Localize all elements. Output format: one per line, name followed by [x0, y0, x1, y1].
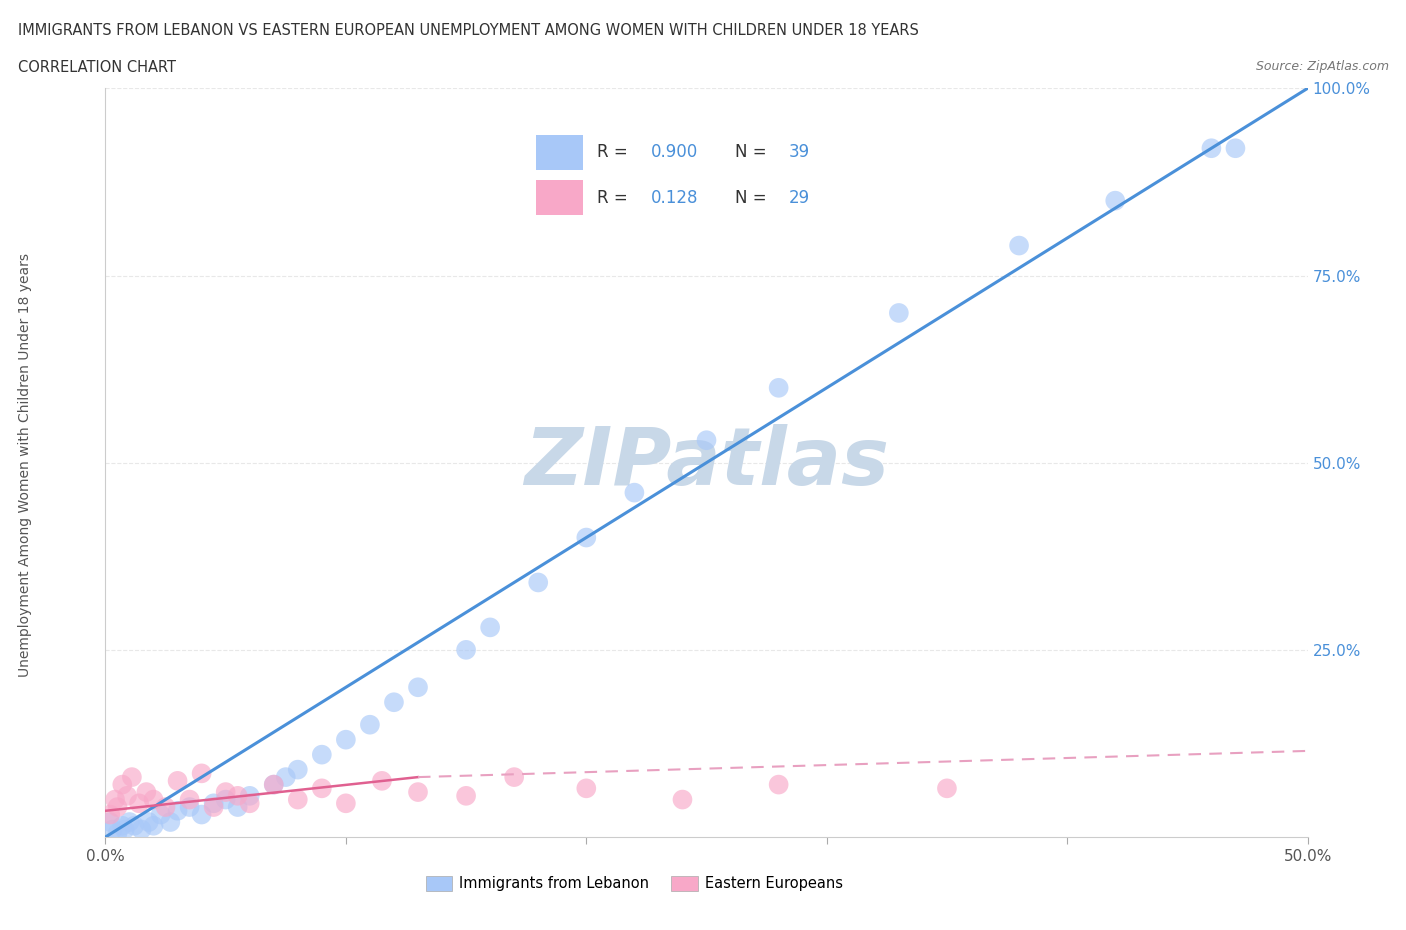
Point	[138, 815, 160, 830]
Point	[124, 818, 146, 833]
Point	[768, 777, 790, 792]
Point	[142, 792, 165, 807]
Point	[214, 785, 236, 800]
Text: R =: R =	[598, 189, 633, 206]
Text: 0.128: 0.128	[651, 189, 699, 206]
Text: IMMIGRANTS FROM LEBANON VS EASTERN EUROPEAN UNEMPLOYMENT AMONG WOMEN WITH CHILDR: IMMIGRANTS FROM LEBANON VS EASTERN EUROP…	[18, 23, 920, 38]
Point	[287, 792, 309, 807]
Point	[575, 530, 598, 545]
Point	[115, 789, 138, 804]
Point	[623, 485, 645, 500]
Point	[503, 770, 526, 785]
Point	[1201, 140, 1223, 155]
Point	[159, 815, 181, 830]
Text: Unemployment Among Women with Children Under 18 years: Unemployment Among Women with Children U…	[18, 253, 32, 677]
Point	[142, 818, 165, 833]
Legend: Immigrants from Lebanon, Eastern Europeans: Immigrants from Lebanon, Eastern Europea…	[420, 870, 849, 897]
Point	[155, 800, 177, 815]
Text: N =: N =	[735, 143, 772, 161]
Point	[179, 792, 201, 807]
Point	[107, 800, 129, 815]
Point	[359, 717, 381, 732]
Point	[263, 777, 285, 792]
Text: R =: R =	[598, 143, 633, 161]
Point	[226, 789, 249, 804]
Point	[190, 807, 212, 822]
Point	[936, 781, 959, 796]
Point	[107, 826, 129, 841]
Point	[406, 680, 429, 695]
Point	[226, 800, 249, 815]
Point	[118, 815, 141, 830]
Point	[274, 770, 297, 785]
Point	[479, 620, 502, 635]
Point	[382, 695, 405, 710]
Text: 0.900: 0.900	[651, 143, 697, 161]
Point	[335, 796, 357, 811]
Point	[202, 800, 225, 815]
Point	[1104, 193, 1126, 208]
Point	[287, 763, 309, 777]
Point	[454, 789, 477, 804]
Point	[131, 822, 153, 837]
Point	[166, 804, 188, 818]
Point	[1008, 238, 1031, 253]
Point	[263, 777, 285, 792]
Point	[190, 766, 212, 781]
Point	[406, 785, 429, 800]
Point	[371, 774, 394, 789]
Point	[527, 575, 550, 590]
Point	[166, 774, 188, 789]
Point	[98, 815, 121, 830]
Point	[104, 792, 127, 807]
Point	[335, 732, 357, 747]
Point	[696, 432, 718, 447]
Point	[121, 770, 143, 785]
Point	[128, 796, 150, 811]
Point	[887, 305, 910, 320]
Point	[768, 380, 790, 395]
Point	[671, 792, 693, 807]
Point	[179, 800, 201, 815]
Point	[454, 643, 477, 658]
Text: 39: 39	[789, 143, 810, 161]
Point	[311, 781, 333, 796]
Text: ZIPatlas: ZIPatlas	[524, 424, 889, 501]
Point	[149, 807, 172, 822]
Point	[1225, 140, 1247, 155]
Point	[111, 777, 134, 792]
Text: 29: 29	[789, 189, 810, 206]
Point	[239, 789, 262, 804]
Point	[98, 807, 121, 822]
Text: N =: N =	[735, 189, 772, 206]
Point	[239, 796, 262, 811]
Point	[114, 822, 136, 837]
FancyBboxPatch shape	[536, 180, 583, 216]
Point	[575, 781, 598, 796]
Point	[202, 796, 225, 811]
Point	[311, 747, 333, 762]
Point	[101, 822, 124, 837]
Point	[214, 792, 236, 807]
FancyBboxPatch shape	[536, 135, 583, 169]
Point	[111, 818, 134, 833]
Point	[135, 785, 157, 800]
Text: Source: ZipAtlas.com: Source: ZipAtlas.com	[1256, 60, 1389, 73]
Text: CORRELATION CHART: CORRELATION CHART	[18, 60, 176, 75]
